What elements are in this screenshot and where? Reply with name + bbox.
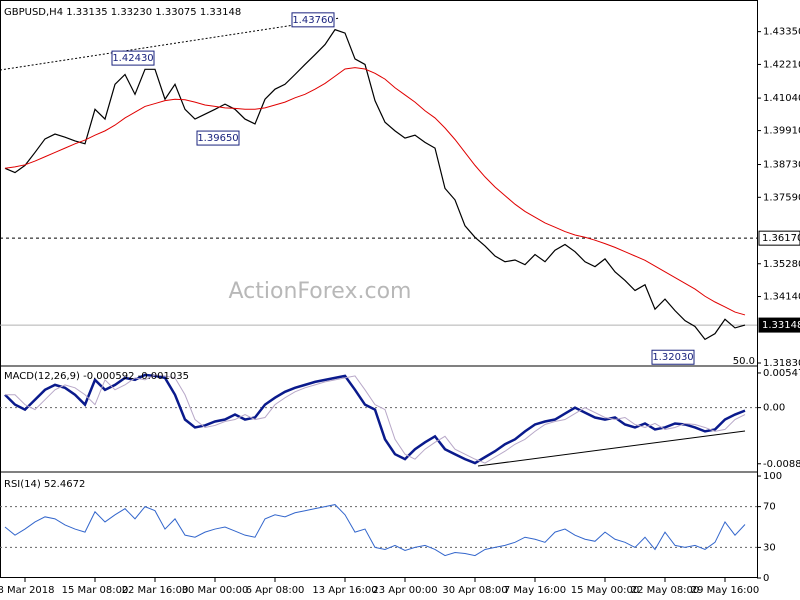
- x-tick-label: 8 Mar 2018: [0, 585, 55, 596]
- plot-frame: [0, 0, 758, 578]
- y-tick-label: 0: [763, 573, 769, 584]
- y-tick-label: 1.31830: [763, 358, 800, 369]
- annotation-box: [291, 12, 335, 28]
- x-tick-label: 30 Mar 00:00: [182, 585, 249, 596]
- y-tick-label: 1.34140: [763, 292, 800, 303]
- x-tick-label: 23 Apr 00:00: [372, 585, 437, 596]
- y-tick-label: 0.00: [763, 403, 785, 414]
- y-tick-label: 1.38730: [763, 160, 800, 171]
- price-level-box: [758, 317, 800, 333]
- y-tick-label: 100: [763, 471, 782, 482]
- y-tick-label: 1.41040: [763, 93, 800, 104]
- annotation-label: 1.32030: [652, 352, 693, 363]
- x-tick-label: 30 Apr 08:00: [442, 585, 507, 596]
- y-tick-label: 70: [763, 502, 776, 513]
- y-tick-label: 1.39910: [763, 126, 800, 137]
- y-tick-label: 1.43350: [763, 27, 800, 38]
- x-tick-label: 6 Apr 08:00: [246, 585, 305, 596]
- x-tick-label: 7 May 16:00: [504, 585, 566, 596]
- y-tick-label: 1.42210: [763, 59, 800, 70]
- x-tick-label: 15 May 00:00: [571, 585, 640, 596]
- corner-note: 50.0: [733, 356, 755, 367]
- series-line: [4, 28, 746, 341]
- trend-line: [0, 17, 341, 71]
- watermark: ActionForex.com: [229, 279, 412, 304]
- y-tick-label: 0.00547: [763, 368, 800, 379]
- price-level-label: 1.33148: [762, 320, 800, 331]
- y-tick-label: 30: [763, 542, 776, 553]
- price-level-box: [758, 230, 800, 246]
- series-line: [4, 67, 746, 316]
- x-tick-label: 13 Apr 16:00: [312, 585, 377, 596]
- x-tick-label: 22 May 08:00: [631, 585, 700, 596]
- y-tick-label: 1.37590: [763, 192, 800, 203]
- y-tick-label: 1.35280: [763, 259, 800, 270]
- annotation-label: 1.39650: [197, 133, 238, 144]
- series-line: [4, 373, 746, 465]
- panel-title: MACD(12,26,9) -0.000592 -0.001035: [4, 371, 189, 382]
- panel-title: RSI(14) 52.4672: [4, 479, 85, 490]
- annotation-box: [111, 50, 155, 66]
- annotation-box: [196, 130, 240, 146]
- annotation-label: 1.42430: [112, 53, 153, 64]
- annotation-label: 1.43760: [292, 15, 333, 26]
- y-tick-label: -0.00886: [763, 459, 800, 470]
- series-line: [4, 504, 746, 557]
- price-level-label: 1.36170: [762, 233, 800, 244]
- series-line: [5, 374, 746, 464]
- x-tick-label: 29 May 16:00: [691, 585, 760, 596]
- x-tick-label: 22 Mar 16:00: [122, 585, 189, 596]
- panel-title: GBPUSD,H4 1.33135 1.33230 1.33075 1.3314…: [4, 7, 241, 18]
- annotation-box: [651, 349, 695, 365]
- x-tick-label: 15 Mar 08:00: [62, 585, 129, 596]
- trend-line: [477, 430, 746, 467]
